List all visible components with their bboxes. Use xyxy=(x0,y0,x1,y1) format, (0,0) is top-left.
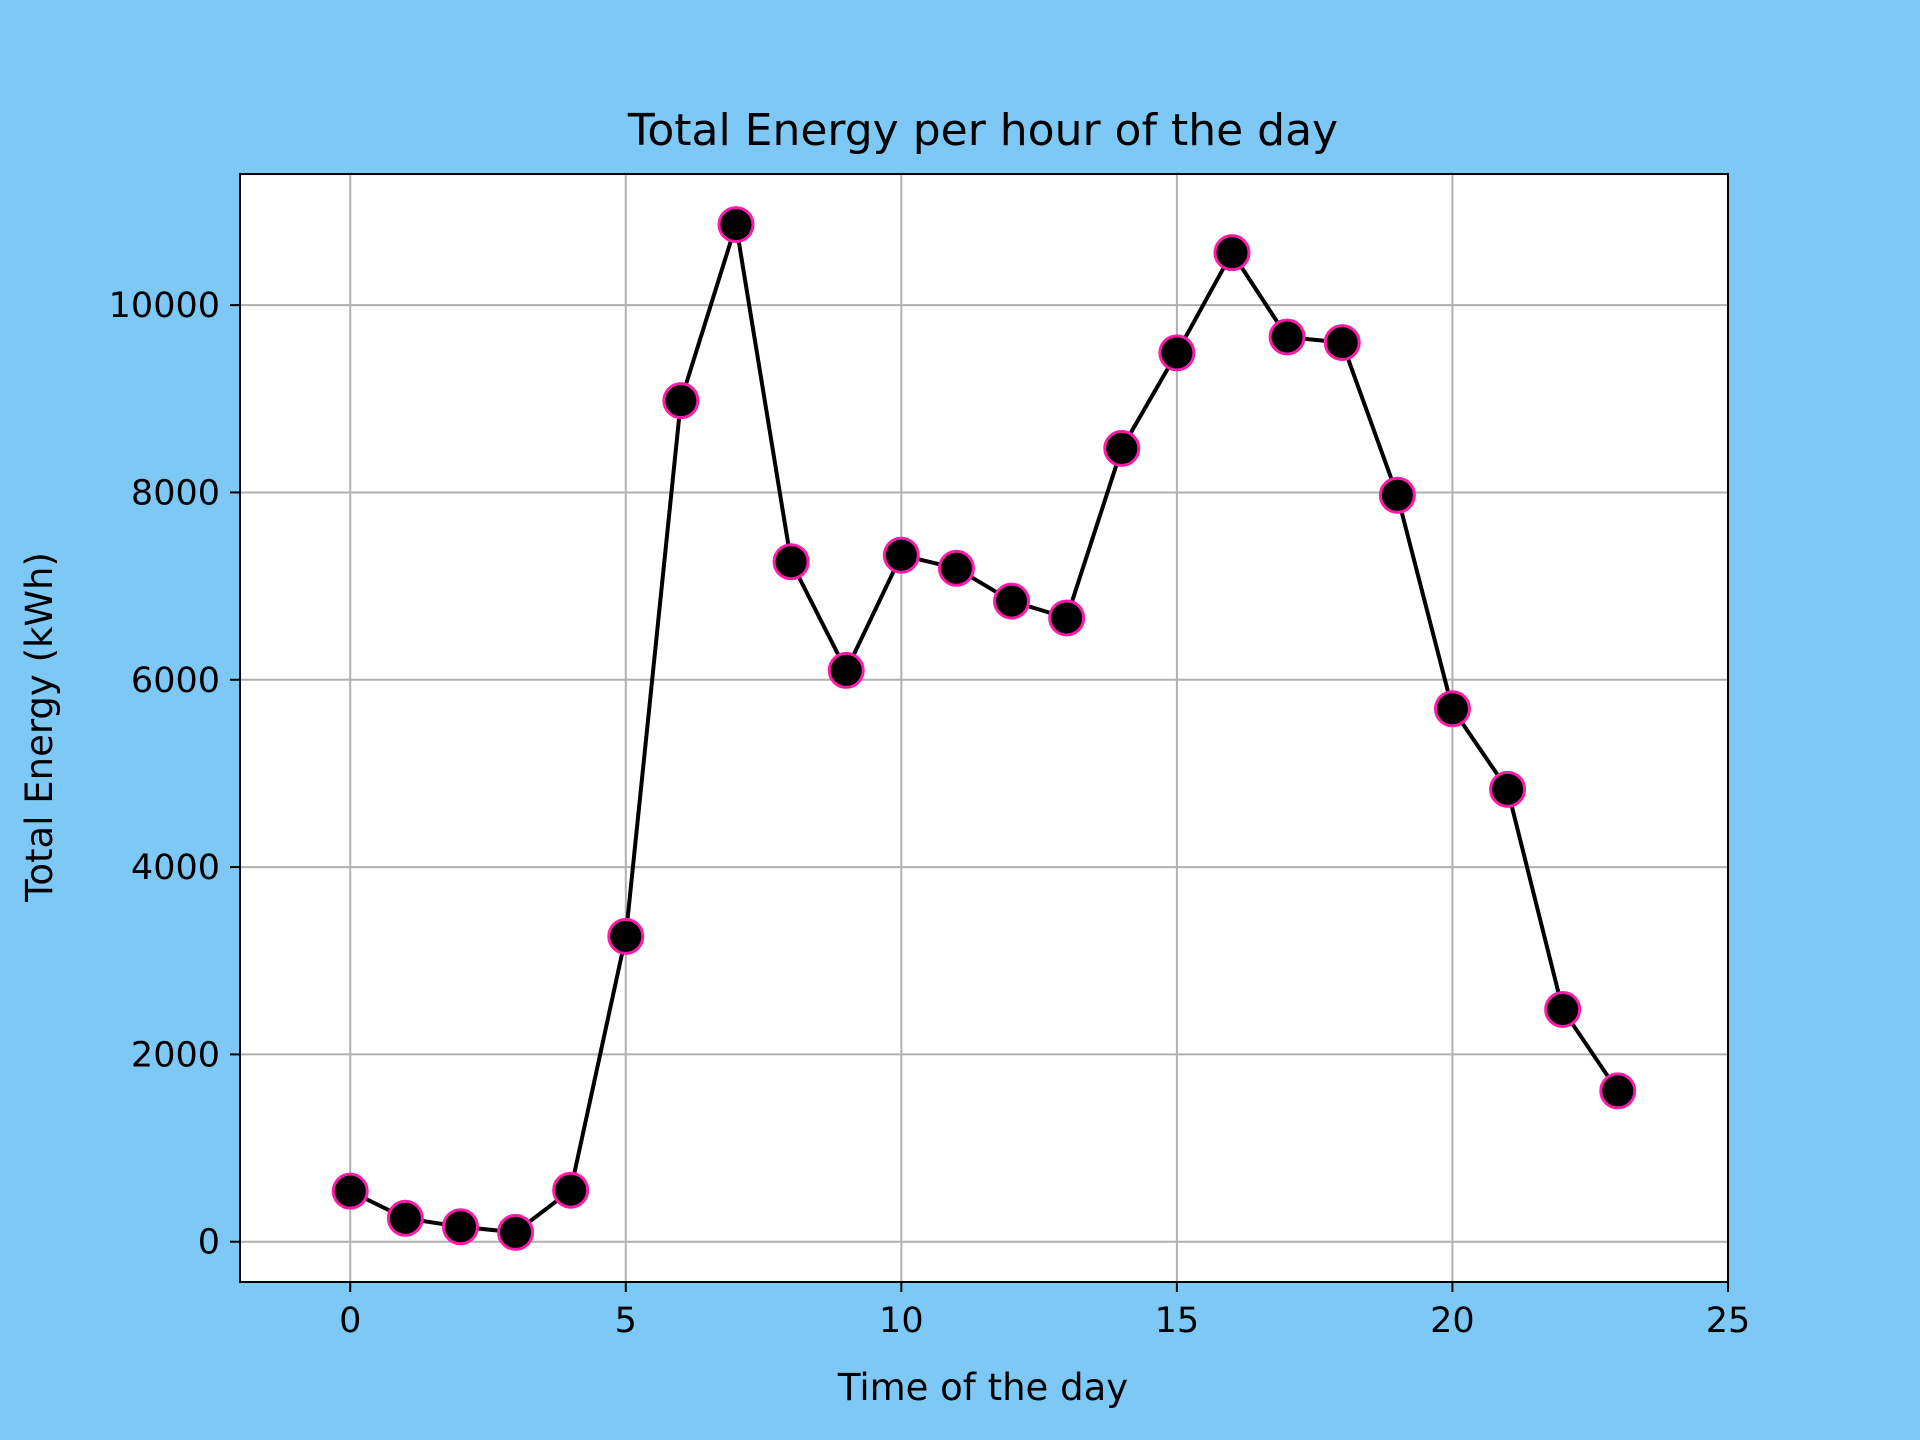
plot-area xyxy=(240,174,1728,1282)
y-tick-label: 4000 xyxy=(131,848,220,888)
data-point xyxy=(1213,234,1251,272)
x-tick-label: 5 xyxy=(615,1301,637,1341)
data-point xyxy=(1323,324,1361,362)
data-point xyxy=(1599,1072,1637,1110)
data-point xyxy=(993,582,1031,620)
data-point xyxy=(497,1213,535,1251)
plot-frame xyxy=(239,173,1729,1283)
data-point xyxy=(1489,770,1527,808)
y-axis-ticks: 0 2000 4000 6000 8000 10000 xyxy=(109,286,240,1263)
x-tick-label: 10 xyxy=(879,1301,924,1341)
data-point xyxy=(827,651,865,689)
data-point xyxy=(331,1172,369,1210)
data-point xyxy=(552,1171,590,1209)
data-point xyxy=(1544,990,1582,1028)
grid-lines xyxy=(240,174,1729,1282)
data-point xyxy=(717,206,755,244)
x-tick-label: 15 xyxy=(1155,1301,1200,1341)
data-point xyxy=(1048,599,1086,637)
data-point xyxy=(1378,476,1416,514)
data-point xyxy=(662,382,700,420)
data-series xyxy=(331,206,1637,1251)
x-axis-ticks: 0 5 10 15 20 25 xyxy=(339,1282,1750,1341)
data-point xyxy=(772,543,810,581)
y-tick-label: 2000 xyxy=(131,1035,220,1075)
x-tick-label: 25 xyxy=(1706,1301,1751,1341)
y-tick-label: 6000 xyxy=(131,661,220,701)
data-point xyxy=(1433,690,1471,728)
y-tick-label: 0 xyxy=(198,1223,220,1263)
x-tick-label: 0 xyxy=(339,1301,361,1341)
y-tick-label: 8000 xyxy=(131,473,220,513)
data-point xyxy=(441,1208,479,1246)
data-point xyxy=(607,917,645,955)
data-point xyxy=(1158,334,1196,372)
data-point xyxy=(937,549,975,587)
data-point xyxy=(386,1199,424,1237)
x-tick-label: 20 xyxy=(1430,1301,1475,1341)
data-point xyxy=(1268,318,1306,356)
data-point xyxy=(882,536,920,574)
y-tick-label: 10000 xyxy=(109,286,220,326)
chart-title: Total Energy per hour of the day xyxy=(627,105,1338,156)
y-axis-label: Total Energy (kWh) xyxy=(18,552,61,903)
x-axis-label: Time of the day xyxy=(837,1366,1128,1409)
data-point xyxy=(1103,429,1141,467)
